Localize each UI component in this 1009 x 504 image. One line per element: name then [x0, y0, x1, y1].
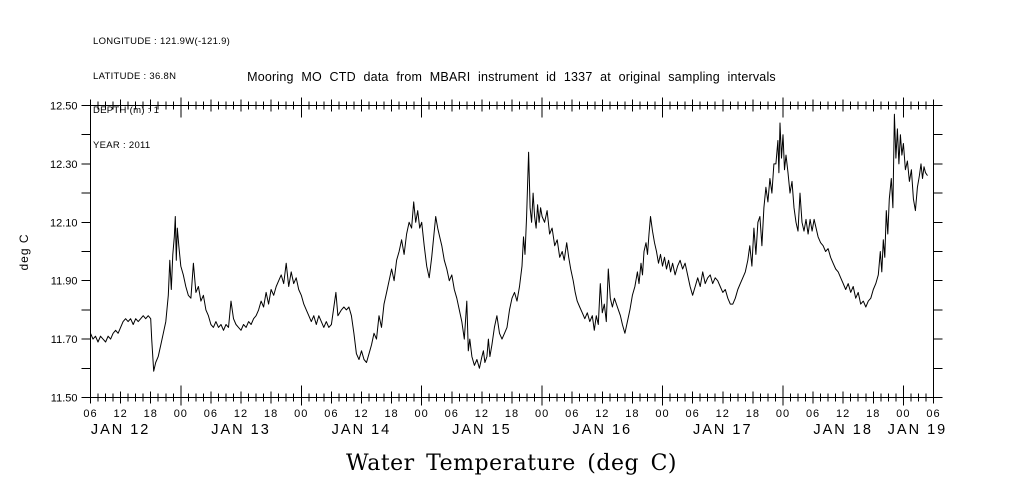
hour-label: 12: [836, 408, 850, 420]
hour-label: 18: [264, 408, 278, 420]
day-label: JAN 13: [211, 422, 271, 438]
day-label: JAN 12: [91, 422, 151, 438]
y-tick-label: 12.10: [50, 217, 78, 229]
hour-label: 12: [475, 408, 489, 420]
hour-label: 06: [806, 408, 820, 420]
y-axis-label: deg C: [17, 233, 31, 270]
day-label: JAN 17: [693, 422, 753, 438]
metadata-longitude: LONGITUDE : 121.9W(-121.9): [93, 36, 231, 47]
hour-label: 12: [234, 408, 248, 420]
hour-label: 18: [866, 408, 880, 420]
hour-label: 00: [655, 408, 669, 420]
day-label: JAN 16: [573, 422, 633, 438]
hour-label: 00: [776, 408, 790, 420]
hour-label: 06: [926, 408, 940, 420]
metadata-latitude: LATITUDE : 36.8N: [93, 70, 177, 82]
hour-label: 06: [204, 408, 218, 420]
day-label: JAN 18: [813, 422, 873, 438]
hour-label: 18: [746, 408, 760, 420]
plot-frame: [90, 105, 934, 398]
day-label: JAN 14: [332, 422, 392, 438]
hour-label: 06: [445, 408, 459, 420]
temperature-line: [90, 113, 928, 372]
hour-label: 00: [294, 408, 308, 420]
y-tick-label: 11.50: [51, 393, 78, 405]
metadata-block: LONGITUDE : 121.9W(-121.9) LATITUDE : 36…: [93, 13, 230, 174]
hour-label: 00: [535, 408, 549, 420]
y-tick-label: 11.70: [51, 334, 78, 346]
hour-label: 12: [354, 408, 368, 420]
hour-label: 00: [174, 408, 188, 420]
hour-label: 06: [686, 408, 700, 420]
hour-label: 18: [625, 408, 639, 420]
hour-label: 18: [384, 408, 398, 420]
hour-label: 06: [324, 408, 338, 420]
y-tick-label: 12.30: [50, 159, 78, 171]
chart-title: Mooring MO CTD data from MBARI instrumen…: [247, 70, 776, 84]
day-label: JAN 19: [888, 422, 948, 438]
metadata-depth: DEPTH (m) : 1: [93, 105, 160, 116]
hour-label: 00: [415, 408, 429, 420]
hour-label: 12: [113, 408, 127, 420]
hour-label: 18: [144, 408, 158, 420]
metadata-year: YEAR : 2011: [93, 139, 151, 151]
hour-label: 12: [716, 408, 730, 420]
y-tick-label: 12.50: [50, 101, 78, 113]
hour-label: 18: [505, 408, 519, 420]
hour-label: 06: [83, 408, 97, 420]
y-tick-label: 11.90: [51, 276, 78, 288]
hour-label: 12: [595, 408, 609, 420]
x-axis-title: Water Temperature (deg C): [346, 451, 677, 476]
hour-label: 06: [565, 408, 579, 420]
hour-label: 00: [896, 408, 910, 420]
day-label: JAN 15: [452, 422, 512, 438]
